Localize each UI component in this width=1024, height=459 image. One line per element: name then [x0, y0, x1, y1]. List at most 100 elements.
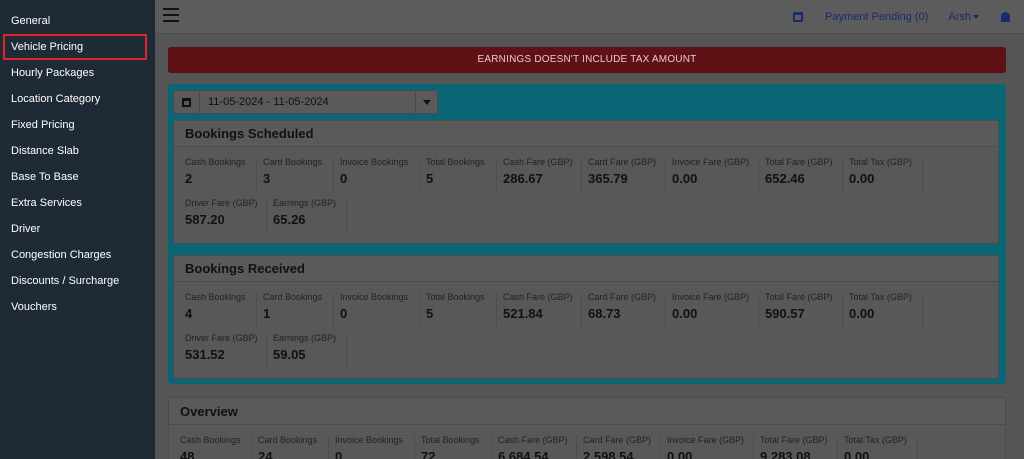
- stat-cell: Total Fare (GBP) 652.46: [759, 157, 843, 194]
- stat-label: Invoice Bookings: [335, 435, 404, 445]
- stat-cell: Card Bookings 1: [257, 292, 334, 329]
- stat-label: Total Fare (GBP): [765, 157, 833, 167]
- stat-cell: Cash Fare (GBP) 6,684.54: [492, 435, 577, 459]
- chevron-down-icon: [973, 15, 979, 20]
- sidebar-item-extra-services[interactable]: Extra Services: [11, 197, 82, 209]
- stat-label: Invoice Fare (GBP): [672, 157, 750, 167]
- sidebar-item-location-category[interactable]: Location Category: [11, 93, 101, 105]
- stat-value: 0: [340, 306, 348, 321]
- stat-value: 6,684.54: [498, 449, 549, 459]
- stat-cell: Invoice Bookings 0: [329, 435, 415, 459]
- bookings-received-card: Bookings Received Cash Bookings 4 Card Boo…: [173, 255, 999, 379]
- stat-value: 0: [340, 171, 348, 186]
- overview-card: Overview Cash Bookings 48 Card Bookings 24 I…: [168, 397, 1006, 459]
- sidebar-item-distance-slab[interactable]: Distance Slab: [11, 145, 79, 157]
- stat-cell: Invoice Bookings 0: [334, 292, 420, 329]
- stat-cell: Invoice Bookings 0: [334, 157, 420, 194]
- payment-pending-link[interactable]: Payment Pending (0): [825, 11, 929, 23]
- date-range-value[interactable]: 11-05-2024 - 11-05-2024: [208, 96, 329, 108]
- stat-value: 4: [185, 306, 193, 321]
- stat-label: Invoice Fare (GBP): [667, 435, 745, 445]
- stat-value: 59.05: [273, 347, 306, 362]
- sidebar-item-congestion-charges[interactable]: Congestion Charges: [11, 249, 112, 261]
- sidebar-item-fixed-pricing[interactable]: Fixed Pricing: [11, 119, 75, 131]
- stat-label: Driver Fare (GBP): [185, 198, 258, 208]
- stat-cell: Total Fare (GBP) 9,283.08: [754, 435, 838, 459]
- stat-cell: Invoice Fare (GBP) 0.00: [666, 157, 759, 194]
- bookings-scheduled-card: Bookings Scheduled Cash Bookings 2 Card Bo…: [173, 120, 999, 244]
- stat-cell: Card Fare (GBP) 2,598.54: [577, 435, 661, 459]
- stat-label: Earnings (GBP): [273, 198, 337, 208]
- date-range-calendar-icon[interactable]: [174, 91, 200, 113]
- stat-cell: Cash Bookings 4: [179, 292, 257, 329]
- stat-label: Cash Bookings: [185, 157, 246, 167]
- sidebar-item-discounts-surcharge[interactable]: Discounts / Surcharge: [11, 275, 120, 287]
- stat-value: 0.00: [672, 306, 698, 321]
- card-title: Bookings Scheduled: [174, 121, 998, 147]
- stat-cell: Cash Bookings 2: [179, 157, 257, 194]
- stat-value: 286.67: [503, 171, 543, 186]
- stat-cell: Total Tax (GBP) 0.00: [838, 435, 918, 459]
- stat-value: 5: [426, 306, 434, 321]
- stat-label: Card Fare (GBP): [588, 292, 657, 302]
- stat-value: 68.73: [588, 306, 621, 321]
- stat-label: Invoice Fare (GBP): [672, 292, 750, 302]
- sidebar-item-vehicle-pricing[interactable]: Vehicle Pricing: [3, 34, 147, 60]
- stat-cell: Total Tax (GBP) 0.00: [843, 292, 923, 329]
- stat-cell: Card Fare (GBP) 365.79: [582, 157, 666, 194]
- stat-value: 1: [263, 306, 271, 321]
- sidebar-item-driver[interactable]: Driver: [11, 223, 41, 235]
- stat-label: Total Bookings: [426, 157, 485, 167]
- stat-label: Driver Fare (GBP): [185, 333, 258, 343]
- stat-value: 0: [335, 449, 343, 459]
- date-range-dropdown-icon[interactable]: [415, 91, 437, 113]
- stat-cell: Cash Fare (GBP) 286.67: [497, 157, 582, 194]
- stat-label: Card Bookings: [263, 157, 323, 167]
- stat-value: 2,598.54: [583, 449, 634, 459]
- stat-value: 72: [421, 449, 436, 459]
- stat-value: 3: [263, 171, 271, 186]
- stat-label: Cash Fare (GBP): [498, 435, 568, 445]
- stat-cell: Total Bookings 5: [420, 157, 497, 194]
- stat-label: Total Fare (GBP): [760, 435, 828, 445]
- stat-label: Total Bookings: [426, 292, 485, 302]
- stat-value: 531.52: [185, 347, 225, 362]
- bell-icon[interactable]: [1001, 12, 1010, 22]
- stat-value: 2: [185, 171, 193, 186]
- stat-cell: Invoice Fare (GBP) 0.00: [666, 292, 759, 329]
- calendar-icon[interactable]: [793, 12, 804, 22]
- stat-value: 587.20: [185, 212, 225, 227]
- tax-alert-banner: EARNINGS DOESN'T INCLUDE TAX AMOUNT: [168, 47, 1006, 73]
- stat-cell: Card Bookings 24: [252, 435, 329, 459]
- stat-label: Cash Bookings: [180, 435, 241, 445]
- stat-value: 0.00: [849, 171, 875, 186]
- stat-label: Total Tax (GBP): [844, 435, 907, 445]
- stat-cell: Card Bookings 3: [257, 157, 334, 194]
- stat-cell: Total Tax (GBP) 0.00: [843, 157, 923, 194]
- stat-label: Card Fare (GBP): [588, 157, 657, 167]
- stat-cell: Driver Fare (GBP) 587.20: [179, 198, 267, 235]
- stat-cell: Cash Fare (GBP) 521.84: [497, 292, 582, 329]
- stat-cell: Driver Fare (GBP) 531.52: [179, 333, 267, 370]
- stat-value: 48: [180, 449, 195, 459]
- stat-label: Total Bookings: [421, 435, 480, 445]
- sidebar-item-vouchers[interactable]: Vouchers: [11, 301, 57, 313]
- stat-cell: Invoice Fare (GBP) 0.00: [661, 435, 754, 459]
- stat-label: Total Tax (GBP): [849, 292, 912, 302]
- sidebar-item-general[interactable]: General: [11, 15, 51, 27]
- stat-label: Cash Fare (GBP): [503, 292, 573, 302]
- hamburger-menu-icon[interactable]: [163, 8, 179, 22]
- sidebar-item-hourly-packages[interactable]: Hourly Packages: [11, 67, 95, 79]
- sidebar-item-base-to-base[interactable]: Base To Base: [11, 171, 79, 183]
- stat-label: Invoice Bookings: [340, 157, 409, 167]
- stat-cell: Card Fare (GBP) 68.73: [582, 292, 666, 329]
- stat-value: 9,283.08: [760, 449, 811, 459]
- card-title: Bookings Received: [174, 256, 998, 282]
- sidebar: General Vehicle Pricing Hourly Packages …: [0, 0, 155, 459]
- stat-label: Total Fare (GBP): [765, 292, 833, 302]
- bookings-panel: 11-05-2024 - 11-05-2024 Bookings Schedul…: [168, 84, 1006, 384]
- stat-label: Card Fare (GBP): [583, 435, 652, 445]
- date-range-picker[interactable]: 11-05-2024 - 11-05-2024: [173, 90, 438, 114]
- user-menu[interactable]: Arsh: [948, 11, 979, 23]
- stat-label: Cash Fare (GBP): [503, 157, 573, 167]
